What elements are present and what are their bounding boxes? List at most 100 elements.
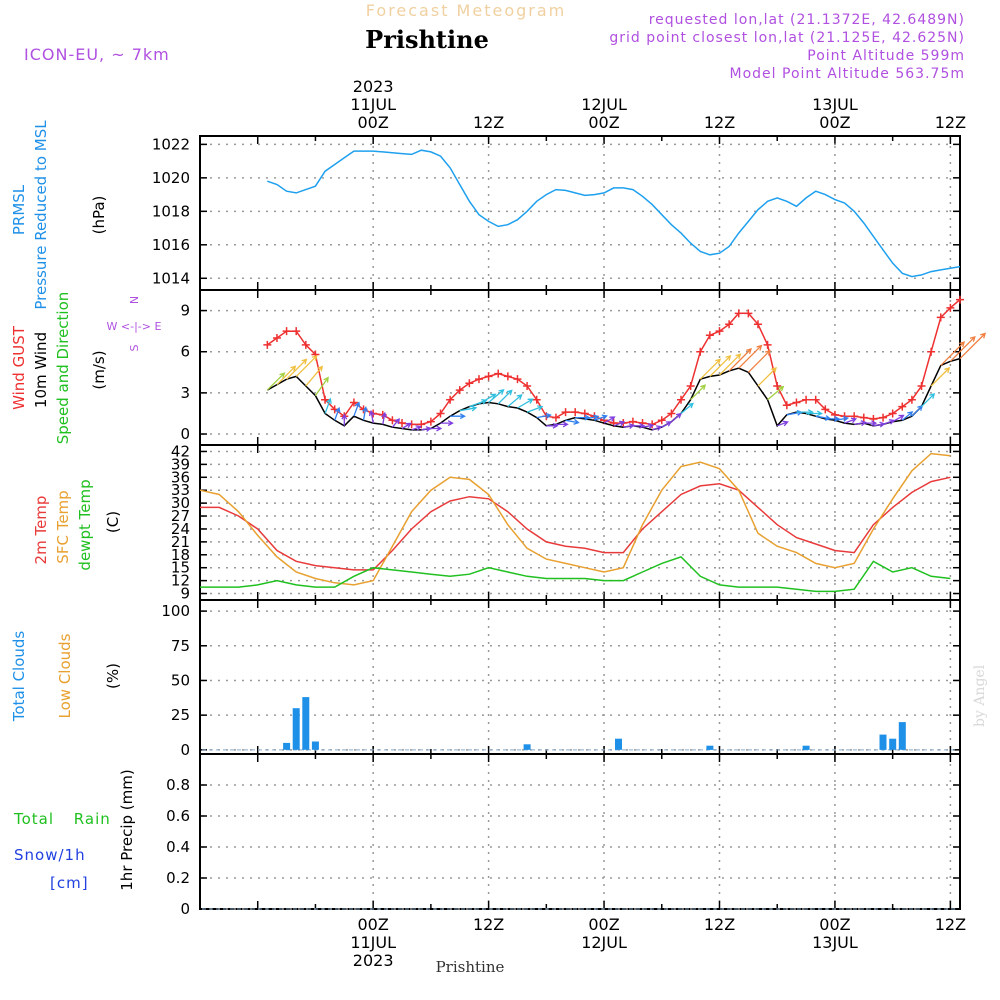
gust-marker — [907, 395, 916, 404]
wind-arrow — [911, 404, 924, 417]
panel-frame — [199, 135, 961, 291]
cloud-panel: 0 25 50 75 100 — [161, 599, 961, 759]
wind-unit: (m/s) — [90, 350, 108, 389]
wind-arrow — [421, 426, 432, 432]
wind-arrow — [719, 353, 742, 376]
bar-total-clouds — [706, 745, 714, 750]
series-line-prmsl — [267, 149, 961, 278]
top-date-label: 12JUL — [581, 95, 627, 114]
wind-arrow — [478, 393, 497, 405]
gust-marker — [657, 416, 666, 425]
cloud-panel-labels: Total Clouds Low Clouds (%) — [10, 631, 122, 723]
y-tick-label: 0 — [180, 425, 190, 443]
series-line-2m-temp — [200, 476, 951, 571]
cloud-unit: (%) — [104, 663, 122, 689]
temp-label-sfc: SFC Temp — [54, 490, 72, 563]
y-tick-label: 15 — [171, 559, 190, 577]
wind-arrow — [940, 341, 966, 366]
precip-label-rain: Total Rain — [13, 810, 111, 828]
gust-marker — [628, 417, 637, 426]
wind-arrow — [930, 367, 951, 387]
top-tick-label: 12Z — [935, 113, 966, 132]
bottom-date-label: 11JUL — [350, 933, 396, 952]
y-tick-label: 18 — [171, 546, 190, 564]
panel-frame — [199, 599, 961, 755]
y-tick-label: 1018 — [152, 202, 190, 220]
compass-west-east: W <-|-> E — [107, 320, 162, 333]
wind-arrow — [670, 412, 683, 423]
wind-arrow — [459, 405, 478, 412]
y-tick-label: 100 — [161, 602, 190, 620]
footer-station: Prishtine — [436, 958, 505, 976]
temperature-panel-labels: 2m Temp SFC Temp dewpt Temp (C) — [32, 479, 122, 570]
gust-marker — [417, 420, 426, 429]
top-date-label: 11JUL — [350, 95, 396, 114]
gust-marker — [503, 372, 512, 381]
wind-arrow — [497, 389, 513, 405]
gust-marker — [879, 413, 888, 422]
gust-marker — [715, 327, 724, 336]
y-tick-label: 1014 — [152, 269, 190, 287]
bar-total-clouds — [292, 708, 300, 750]
y-tick-label: 27 — [171, 507, 190, 525]
wind-arrow — [921, 392, 936, 408]
cloud-label-total: Total Clouds — [10, 631, 28, 723]
wind-arrow — [368, 409, 375, 424]
wind-arrow — [555, 421, 569, 428]
gust-marker — [753, 320, 762, 329]
wind-arrow — [892, 414, 905, 423]
top-time-axis: 00Z 12Z 00Z 12Z 00Z 12Z 11JUL 12JUL 13JUL 2023 — [350, 77, 966, 132]
wind-arrow — [353, 401, 361, 417]
wind-arrow — [391, 418, 401, 428]
wind-arrow — [324, 397, 332, 414]
wind-arrow — [450, 413, 466, 420]
wind-arrow — [594, 414, 608, 421]
supertitle: Forecast Meteogram — [366, 1, 566, 20]
wind-arrow — [623, 423, 635, 430]
wind-arrow — [517, 398, 534, 409]
gust-marker — [580, 409, 589, 418]
bottom-tick-label: 12Z — [935, 915, 966, 934]
gust-marker — [686, 382, 695, 391]
wind-arrow — [411, 425, 422, 431]
y-tick-label: 1022 — [152, 135, 190, 153]
gust-marker — [513, 375, 522, 384]
gust-marker — [571, 408, 580, 417]
gust-marker — [426, 417, 435, 426]
precip-label-cm: [cm] — [50, 874, 89, 892]
gust-marker — [956, 295, 964, 304]
wind-arrow — [430, 425, 443, 432]
gust-marker — [927, 347, 936, 356]
wind-panel-labels: Wind GUST 10m Wind Speed and Direction (… — [10, 292, 161, 445]
wind-arrow — [488, 389, 505, 403]
y-tick-label: 12 — [171, 572, 190, 590]
y-tick-label: 24 — [171, 520, 190, 538]
wind-arrow — [661, 421, 673, 428]
wind-arrow — [776, 420, 789, 427]
model-altitude: Model Point Altitude 563.75m — [730, 66, 965, 82]
y-tick-label: 39 — [171, 455, 190, 473]
gust-marker — [811, 395, 820, 404]
y-tick-label: 3 — [180, 384, 190, 402]
wind-arrow — [901, 411, 914, 421]
series-line-sfc-temp — [199, 452, 951, 586]
wind-arrow — [854, 420, 867, 427]
wind-arrow — [806, 410, 823, 417]
y-tick-label: 0.6 — [166, 807, 190, 825]
series-line-dewpt-temp — [200, 556, 951, 593]
credit: by Angel — [972, 664, 988, 727]
wind-arrow — [546, 422, 559, 429]
gust-marker — [474, 375, 483, 384]
gust-marker — [272, 334, 281, 343]
y-tick-label: 30 — [171, 494, 190, 512]
gust-marker — [946, 303, 955, 312]
wind-label-speed-dir: Speed and Direction — [54, 292, 72, 445]
precip-label-snow: Snow/1h — [14, 846, 86, 864]
y-tick-label: 25 — [171, 706, 190, 724]
wind-arrow — [276, 365, 297, 386]
y-tick-label: 1016 — [152, 236, 190, 254]
wind-panel: 0 3 6 9 — [180, 289, 987, 446]
gust-marker — [773, 382, 782, 391]
grid-point-coords: grid point closest lon,lat (21.125E, 42.… — [609, 30, 965, 46]
wind-label-gust: Wind GUST — [10, 325, 28, 410]
